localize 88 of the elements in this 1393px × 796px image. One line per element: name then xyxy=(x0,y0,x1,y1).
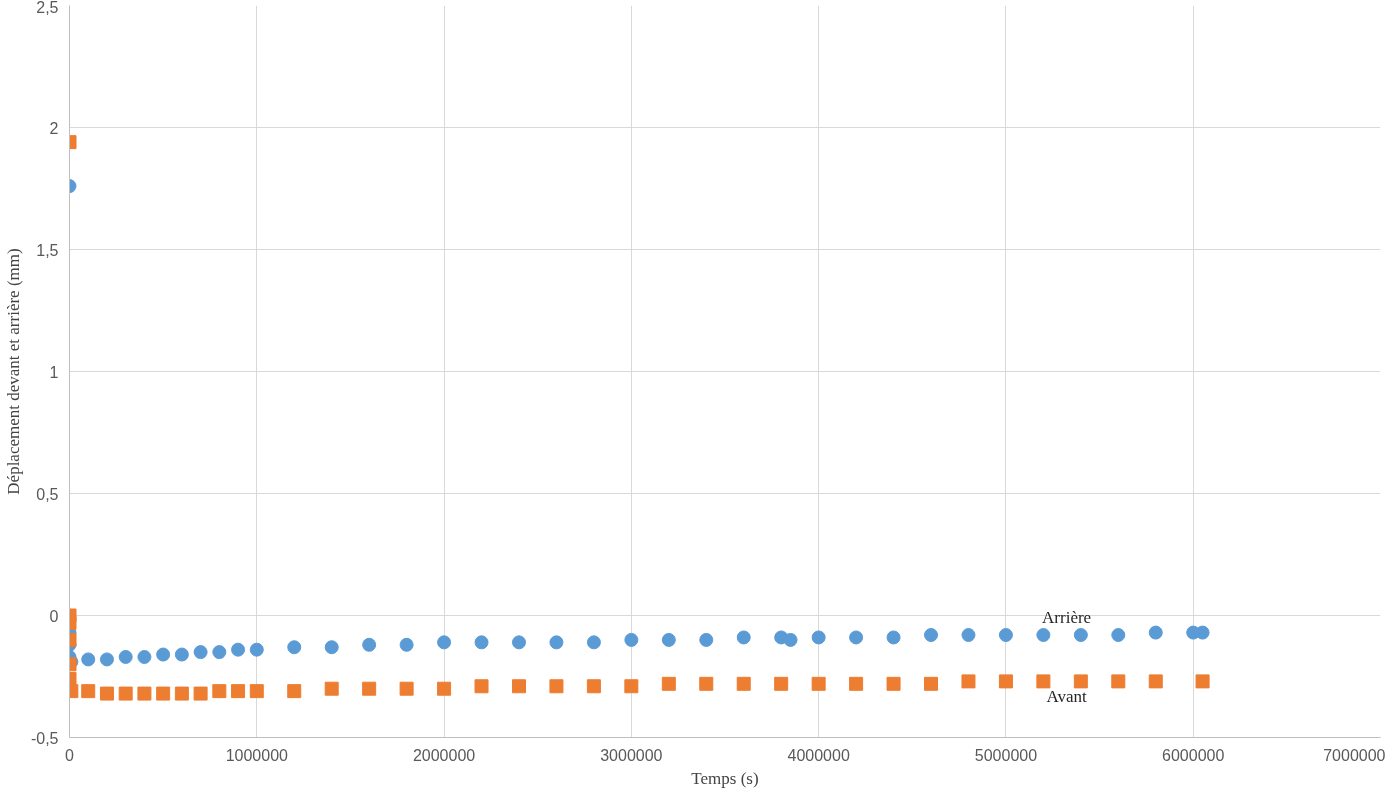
point xyxy=(736,630,751,645)
point xyxy=(249,642,264,657)
point xyxy=(1195,674,1210,689)
point xyxy=(324,681,339,696)
y-tick-label: -0,5 xyxy=(30,729,59,747)
point xyxy=(174,686,189,701)
point xyxy=(1111,674,1126,689)
point xyxy=(774,676,789,691)
point xyxy=(661,632,676,647)
point xyxy=(1148,674,1163,689)
x-tick-label: 4000000 xyxy=(787,746,850,764)
series-label: Avant xyxy=(1046,686,1088,706)
point xyxy=(1036,674,1051,689)
point xyxy=(399,681,414,696)
point xyxy=(998,628,1013,643)
point xyxy=(549,635,564,650)
point xyxy=(661,676,676,691)
point xyxy=(511,679,526,694)
point xyxy=(849,630,864,645)
point xyxy=(324,640,339,655)
y-tick-label: 0,5 xyxy=(36,485,59,503)
point xyxy=(156,647,171,662)
x-tick-label: 1000000 xyxy=(225,746,289,764)
y-tick-label: 2,5 xyxy=(36,0,59,16)
point xyxy=(924,628,939,643)
x-tick-label: 6000000 xyxy=(1162,746,1225,764)
point xyxy=(437,635,452,650)
point xyxy=(249,684,264,699)
point xyxy=(586,679,601,694)
point xyxy=(998,674,1013,689)
point xyxy=(118,686,133,701)
point xyxy=(699,632,714,647)
x-tick-label: 3000000 xyxy=(600,746,663,764)
point xyxy=(212,645,227,660)
point xyxy=(886,630,901,645)
x-tick-label: 2000000 xyxy=(412,746,476,764)
y-axis-title: Déplacement devant et arrière (mm) xyxy=(3,248,23,495)
point xyxy=(811,630,826,645)
point xyxy=(924,676,939,691)
point xyxy=(193,686,208,701)
point xyxy=(399,637,414,652)
point xyxy=(212,684,227,699)
point xyxy=(586,635,601,650)
point xyxy=(783,632,798,647)
point xyxy=(549,679,564,694)
point xyxy=(736,676,751,691)
point xyxy=(99,686,114,701)
point xyxy=(961,628,976,643)
point xyxy=(624,679,639,694)
point xyxy=(811,676,826,691)
x-tick-label: 0 xyxy=(65,746,75,764)
point xyxy=(474,679,489,694)
point xyxy=(961,674,976,689)
point xyxy=(886,676,901,691)
point xyxy=(287,640,302,655)
series-label: Arrière xyxy=(1042,608,1092,628)
point xyxy=(1073,674,1088,689)
point xyxy=(81,652,96,667)
point xyxy=(81,684,96,699)
x-tick-label: 5000000 xyxy=(974,746,1038,764)
point xyxy=(118,649,133,664)
y-tick-label: 1 xyxy=(49,363,59,381)
point xyxy=(174,647,189,662)
point xyxy=(231,642,246,657)
point xyxy=(1111,628,1126,643)
point xyxy=(362,637,377,652)
y-tick-label: 1,5 xyxy=(36,241,59,259)
point xyxy=(437,681,452,696)
x-axis-title: Temps (s) xyxy=(691,768,759,788)
point xyxy=(287,684,302,699)
x-tick-label: 7000000 xyxy=(1323,746,1386,764)
point xyxy=(193,645,208,660)
point xyxy=(231,684,246,699)
point xyxy=(699,676,714,691)
point xyxy=(156,686,171,701)
point xyxy=(137,649,152,664)
point xyxy=(849,676,864,691)
point xyxy=(474,635,489,650)
point xyxy=(624,632,639,647)
point xyxy=(1036,628,1051,643)
point xyxy=(1073,628,1088,643)
point xyxy=(1148,625,1163,640)
y-tick-label: 2 xyxy=(49,119,59,137)
point xyxy=(137,686,152,701)
point xyxy=(362,681,377,696)
y-tick-label: 0 xyxy=(49,607,59,625)
point xyxy=(511,635,526,650)
point xyxy=(99,652,114,667)
